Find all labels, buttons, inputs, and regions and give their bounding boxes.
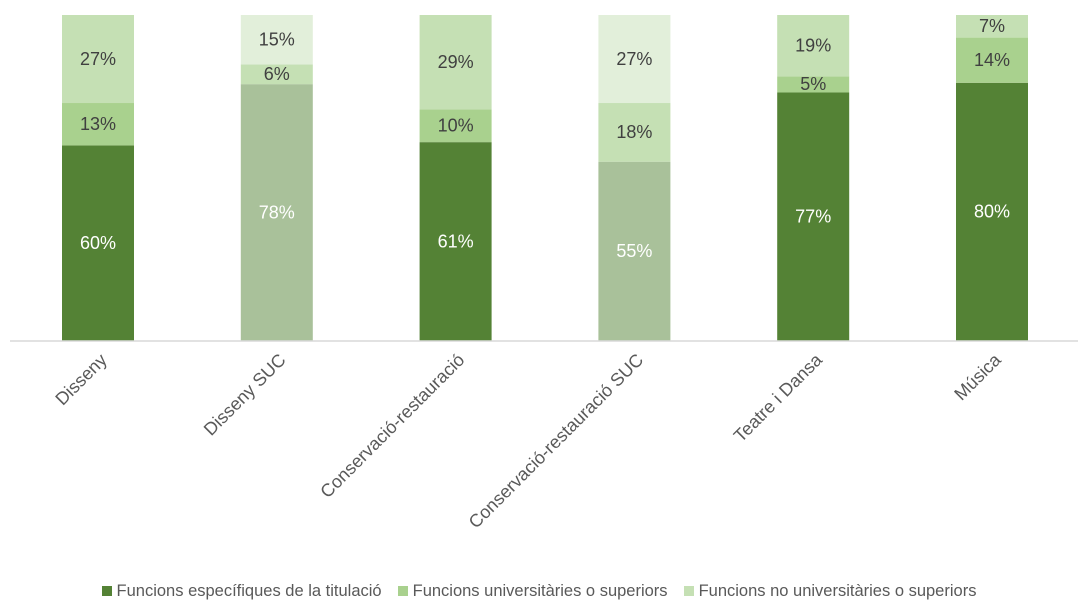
bar-segment xyxy=(62,145,134,341)
bar-segment xyxy=(956,37,1028,83)
legend-swatch xyxy=(101,586,112,596)
data-label: 61% xyxy=(438,231,474,251)
bar-segment xyxy=(419,109,492,143)
bar-segment xyxy=(419,142,492,341)
legend-label: Funcions no universitàries o superiors xyxy=(698,581,977,600)
data-label: 18% xyxy=(616,122,652,142)
category-label: Conservació-restauració xyxy=(316,350,468,502)
bar-segment xyxy=(240,15,313,65)
bar-segment xyxy=(240,84,313,342)
data-label: 55% xyxy=(616,241,652,261)
category-label: Música xyxy=(950,349,1005,404)
data-label: 27% xyxy=(616,49,652,69)
bar-segment xyxy=(598,15,671,104)
legend-swatch xyxy=(683,586,694,596)
category-label: Teatre i Dansa xyxy=(730,349,827,446)
bar-segment xyxy=(956,15,1028,38)
bar-segment xyxy=(598,103,671,162)
legend-item: Funcions específiques de la titulació xyxy=(101,580,382,602)
bar-segment xyxy=(956,82,1028,341)
data-label: 29% xyxy=(438,52,474,72)
legend-item: Funcions universitàries o superiors xyxy=(397,580,668,602)
bar-segment xyxy=(598,161,671,341)
data-label: 77% xyxy=(795,206,831,226)
bar-segment xyxy=(777,76,850,93)
data-label: 6% xyxy=(264,64,290,84)
data-label: 78% xyxy=(259,202,295,222)
category-label: Conservació-restauració SUC xyxy=(465,350,647,532)
bar-segment xyxy=(777,92,850,341)
bar-segment xyxy=(62,15,134,104)
legend-item: Funcions no universitàries o superiors xyxy=(683,580,977,602)
bar-segment xyxy=(777,15,850,77)
data-label: 27% xyxy=(80,49,116,69)
legend-swatch xyxy=(397,586,408,596)
data-label: 5% xyxy=(800,74,826,94)
data-labels-group: 60% 13% 27% 78% 6% 15% 61% 10% 29% 55% 18% 27% 77% 5%… xyxy=(80,16,1010,261)
category-label: Disseny xyxy=(51,350,110,409)
data-label: 7% xyxy=(979,16,1005,36)
data-label: 60% xyxy=(80,233,116,253)
category-labels-group: Disseny Disseny SUC Conservació-restauraci… xyxy=(51,349,1005,532)
category-label: Disseny SUC xyxy=(200,350,290,440)
bar-segment xyxy=(240,64,313,85)
data-label: 13% xyxy=(80,114,116,134)
data-label: 80% xyxy=(974,202,1010,222)
data-label: 10% xyxy=(438,116,474,136)
bars-group xyxy=(62,15,1028,342)
data-label: 19% xyxy=(795,35,831,55)
data-label: 14% xyxy=(974,50,1010,70)
bar-segment xyxy=(419,15,492,110)
bar-segment xyxy=(62,103,134,146)
legend-label: Funcions específiques de la titulació xyxy=(116,581,382,600)
data-label: 15% xyxy=(259,29,295,49)
legend-label: Funcions universitàries o superiors xyxy=(412,581,668,600)
legend: Funcions específiques de la titulació Fun… xyxy=(0,580,1078,602)
